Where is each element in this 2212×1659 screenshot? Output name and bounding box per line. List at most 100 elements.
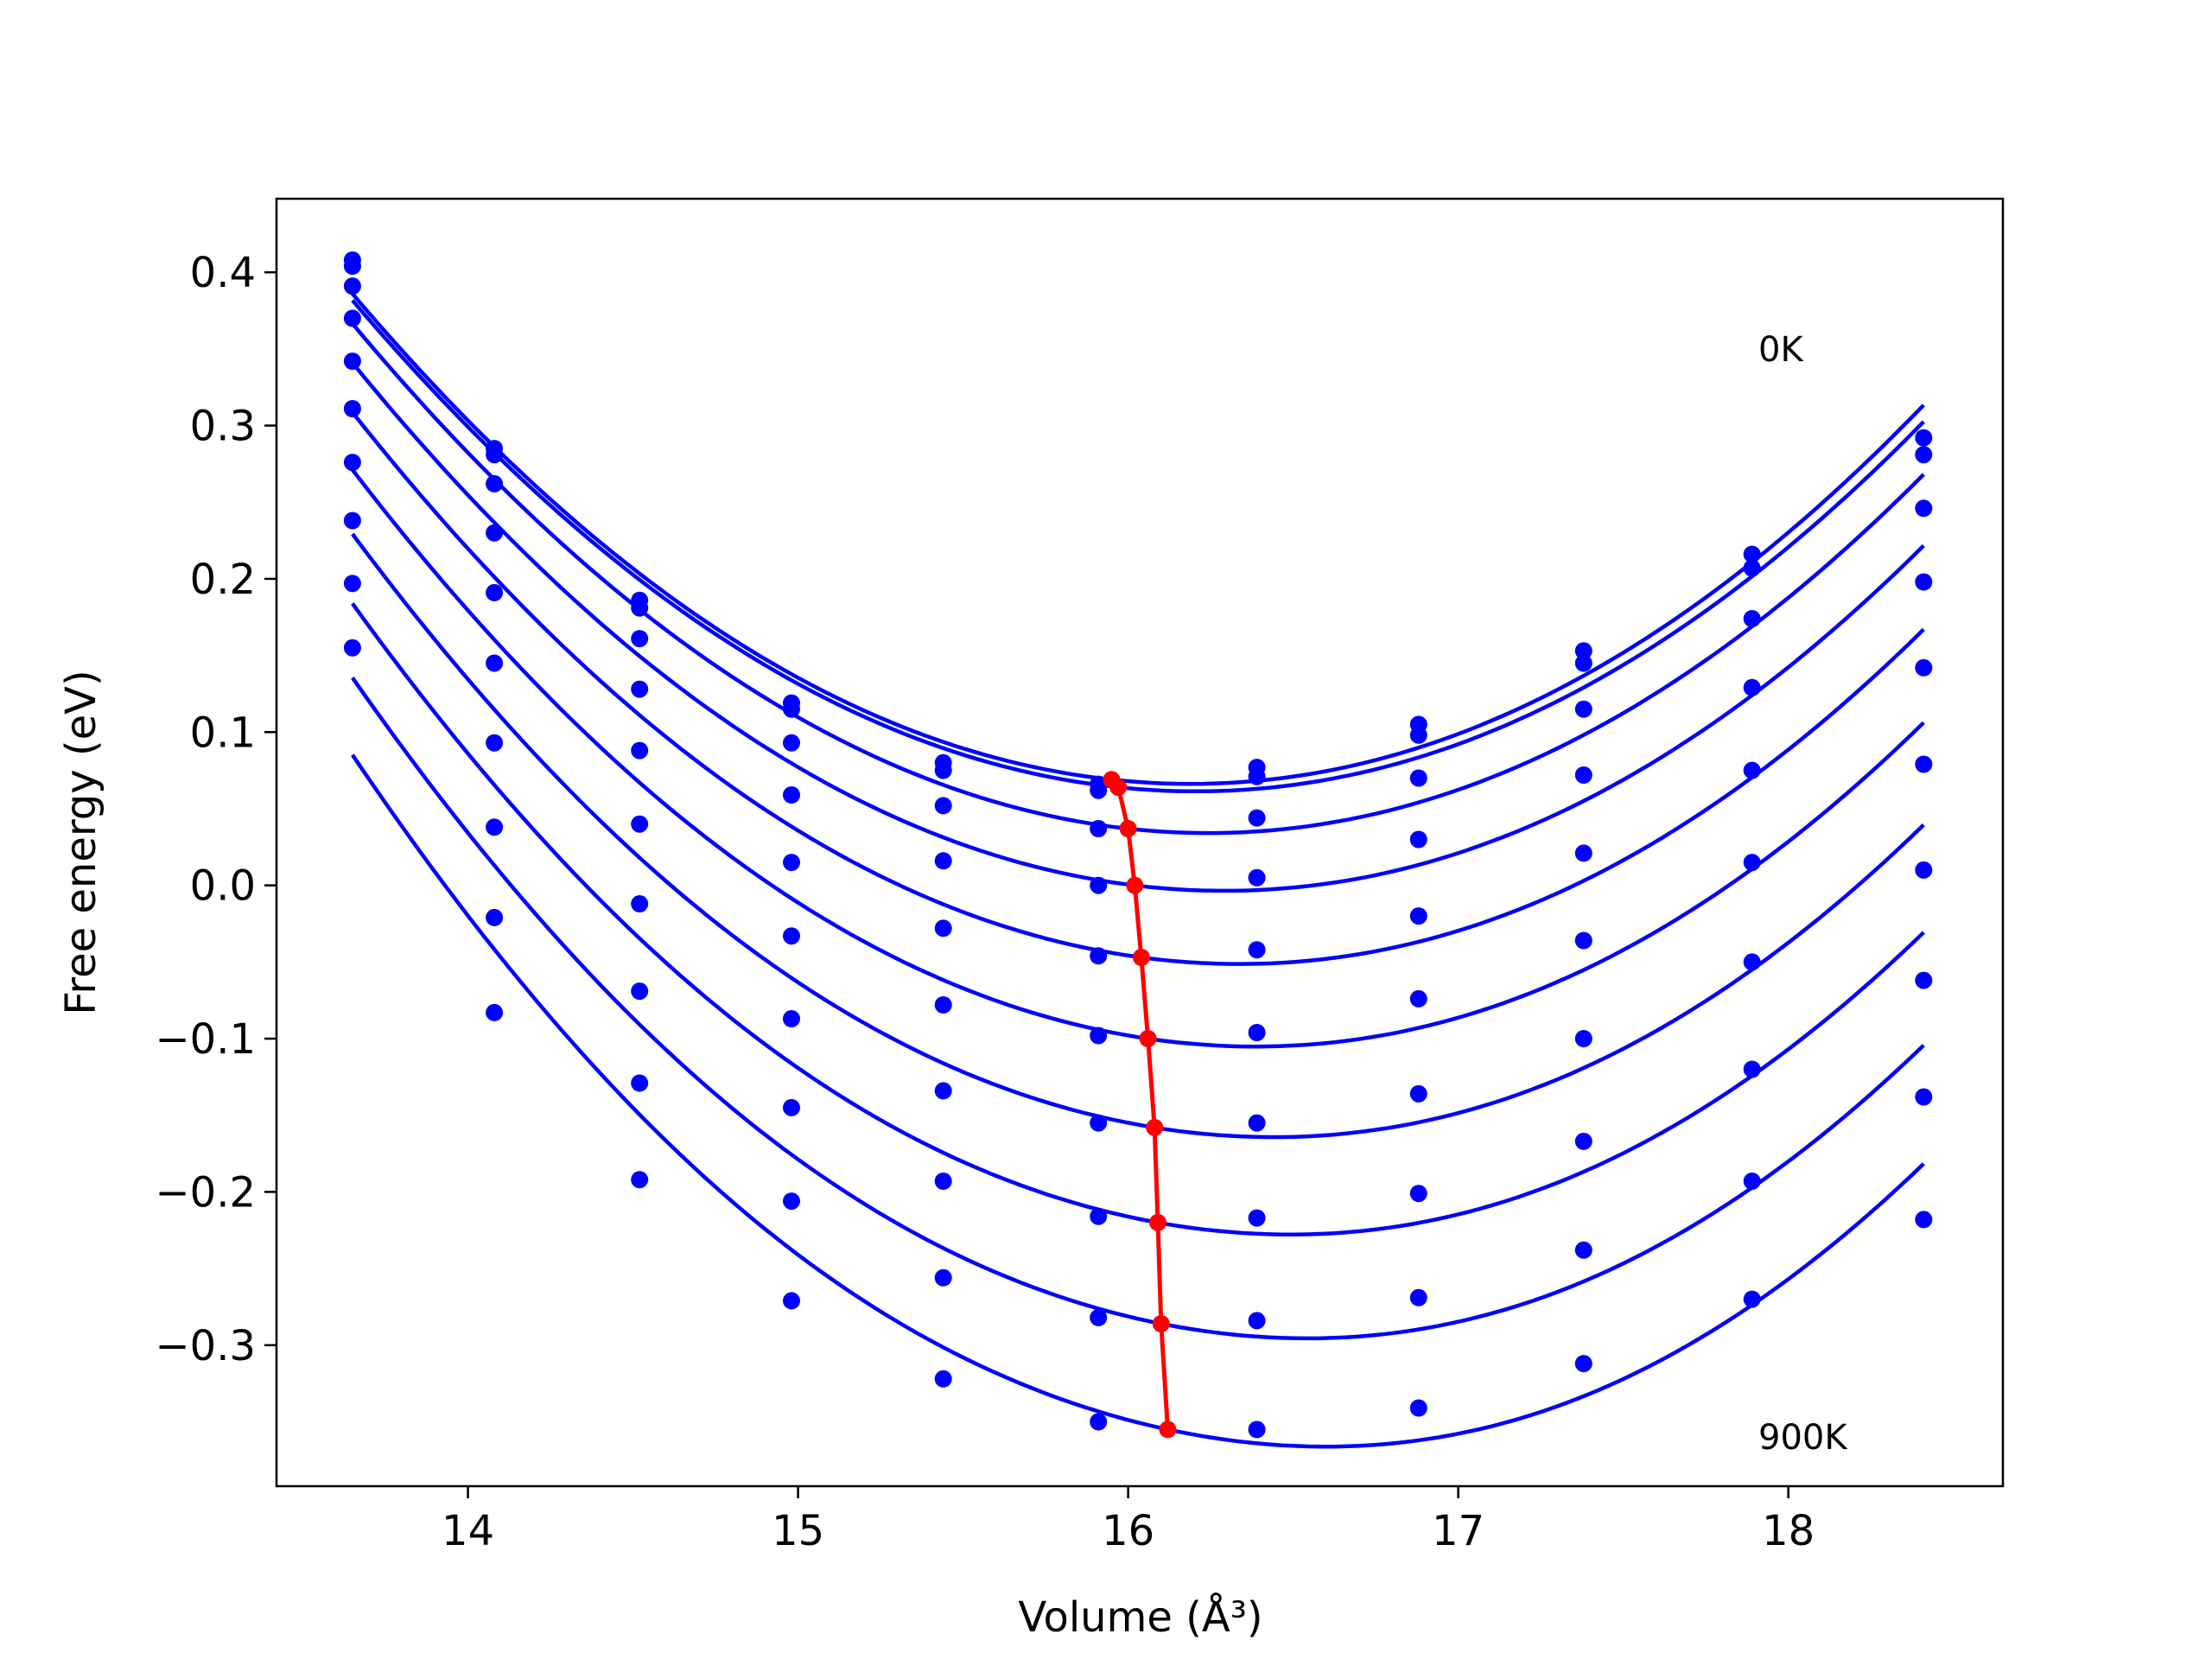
data-point [1915, 971, 1933, 989]
data-point [1248, 1421, 1266, 1439]
data-point [1409, 1399, 1427, 1417]
data-point [1090, 1207, 1108, 1225]
data-point [783, 734, 800, 752]
data-point [1409, 726, 1427, 744]
y-tick-label: −0.3 [155, 1322, 256, 1370]
data-point [486, 908, 504, 926]
data-point [343, 454, 361, 472]
minimum-point [1132, 949, 1150, 966]
x-axis-label: Volume (Å³) [1018, 1592, 1262, 1642]
data-point [1409, 769, 1427, 787]
data-point [1574, 844, 1592, 862]
data-point [343, 400, 361, 417]
data-point [1915, 446, 1933, 464]
data-point [1915, 1088, 1933, 1106]
x-tick-label: 15 [772, 1507, 824, 1555]
minimum-point [1119, 820, 1137, 837]
data-point [486, 474, 504, 493]
data-point [1915, 755, 1933, 773]
data-point [486, 818, 504, 836]
data-point [1090, 947, 1108, 965]
y-tick-label: 0.0 [190, 862, 256, 911]
data-point [1915, 861, 1933, 879]
data-point [343, 257, 361, 275]
y-axis-ticks: −0.3 −0.2 −0.1 0.0 0.1 0.2 0.3 0.4 [155, 249, 276, 1370]
data-point [1574, 1030, 1592, 1047]
data-point [783, 927, 800, 945]
data-point [486, 1003, 504, 1021]
data-point [1743, 1173, 1761, 1190]
fit-curves [351, 292, 1925, 1449]
data-point [1409, 907, 1427, 925]
data-point [486, 654, 504, 672]
data-point [1248, 1114, 1266, 1132]
data-point [934, 1268, 952, 1287]
data-point [1574, 642, 1592, 660]
fit-curve [351, 677, 1925, 1341]
data-point [1743, 678, 1761, 696]
data-point [934, 1173, 952, 1190]
data-point [1915, 1211, 1933, 1229]
data-point [783, 786, 800, 804]
data-point [486, 583, 504, 601]
data-point [1574, 1241, 1592, 1259]
data-point [934, 761, 952, 779]
annotation-900k: 900K [1758, 1418, 1848, 1458]
data-point [1090, 1114, 1108, 1132]
data-point [1090, 1308, 1108, 1326]
data-point [1248, 1312, 1266, 1330]
data-point [1743, 854, 1761, 872]
y-tick-label: 0.2 [190, 556, 256, 604]
data-point [1574, 1132, 1592, 1150]
data-point [486, 446, 504, 464]
data-point [1090, 820, 1108, 837]
x-tick-label: 16 [1102, 1507, 1154, 1555]
fit-curve [351, 753, 1925, 1449]
data-point [783, 1098, 800, 1116]
y-tick-label: −0.2 [155, 1168, 256, 1217]
data-point [1248, 809, 1266, 827]
fit-curve [351, 602, 1925, 1237]
data-point [486, 734, 504, 752]
data-point [631, 680, 649, 698]
data-point [631, 630, 649, 648]
data-point [934, 919, 952, 938]
data-point [631, 895, 649, 912]
fit-curve [351, 322, 1925, 836]
minimum-point [1109, 779, 1128, 797]
data-point [1574, 654, 1592, 672]
data-point [343, 309, 361, 327]
data-point [934, 852, 952, 870]
data-point [1743, 559, 1761, 577]
data-point [631, 982, 649, 1001]
annotation-0k: 0K [1758, 330, 1804, 370]
data-point [486, 524, 504, 542]
data-point [1743, 761, 1761, 779]
data-point [1574, 1355, 1592, 1373]
data-point [631, 815, 649, 833]
data-point [1090, 876, 1108, 894]
data-point [631, 1171, 649, 1189]
data-point [1090, 1413, 1108, 1431]
data-point [631, 599, 649, 617]
data-point [1743, 1060, 1761, 1078]
data-point [1090, 781, 1108, 799]
data-point [1248, 1209, 1266, 1227]
data-point [1743, 545, 1761, 563]
data-point [1743, 1290, 1761, 1308]
data-point [934, 1082, 952, 1100]
minimum-line [1103, 771, 1177, 1439]
x-axis-ticks: 14 15 16 17 18 [442, 1486, 1815, 1555]
data-point [783, 854, 800, 872]
data-point [1090, 1027, 1108, 1045]
data-point [631, 741, 649, 760]
minimum-point [1159, 1421, 1177, 1439]
data-point [1409, 1084, 1427, 1103]
minimum-trace-line [1109, 778, 1170, 1430]
data-point [343, 277, 361, 296]
minimum-point [1149, 1213, 1166, 1231]
data-point [1743, 610, 1761, 627]
plot-frame [275, 197, 2005, 1488]
minimum-point [1152, 1315, 1170, 1332]
